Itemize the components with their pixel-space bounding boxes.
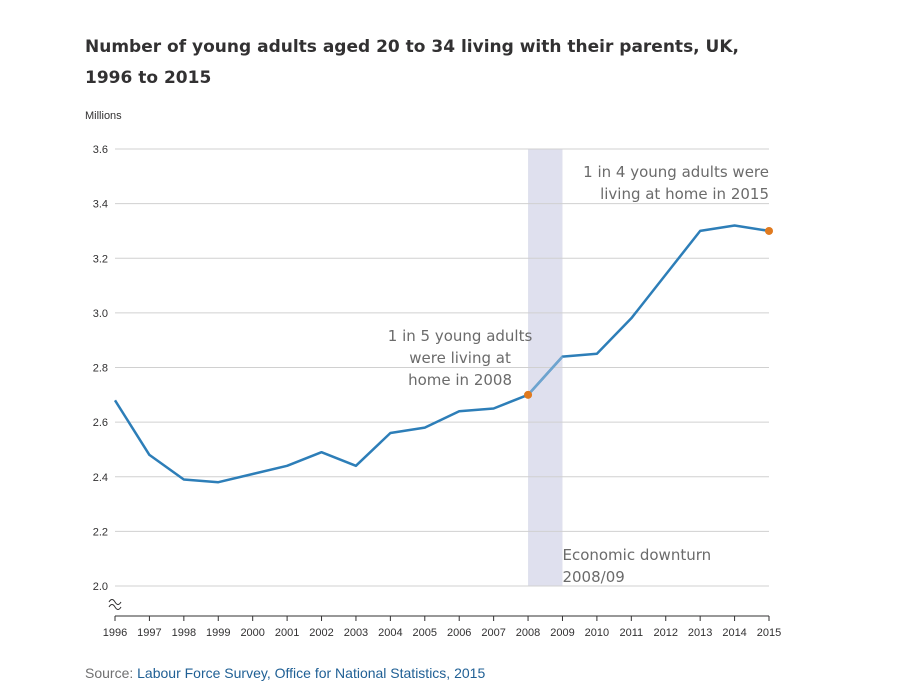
y-tick-label: 3.2 [93,253,108,265]
x-tick-label: 2007 [481,627,505,639]
x-tick-label: 2012 [653,627,677,639]
highlight-points [524,226,773,399]
x-axis-ticks: 1996 1997 1998 1999 2000 2001 2002 2003 2004 2005… [103,616,781,639]
series-lines [113,224,770,484]
y-tick-label: 2.2 [93,526,108,538]
x-tick-label: 2005 [413,627,437,639]
x-tick-label: 2004 [378,627,402,639]
x-tick-label: 2002 [309,627,333,639]
series-line [113,224,770,484]
y-tick-label: 2.8 [93,363,108,375]
y-axis-ticks: 2.0 2.2 2.4 2.6 2.8 3.0 3.2 3.4 3.6 [93,144,122,610]
annotation-2008-line: 1 in 5 young adults [388,327,533,345]
chart-title: Number of young adults aged 20 to 34 liv… [85,37,739,88]
x-tick-label: 1999 [206,627,230,639]
y-tick-label: 3.6 [93,144,108,156]
x-tick-label: 2000 [240,627,264,639]
annotation-2008-line: were living at [409,349,511,367]
highlight-point [524,390,533,399]
y-tick-label: 2.4 [93,472,108,484]
x-tick-label: 2006 [447,627,471,639]
x-tick-label: 1996 [103,627,127,639]
axis-break-icon [108,599,122,610]
x-tick-label: 2001 [275,627,299,639]
y-tick-label: 2.0 [93,581,108,593]
y-tick-label: 2.6 [93,417,108,429]
highlight-point [765,226,773,235]
gridlines [115,148,769,587]
x-tick-label: 2003 [344,627,368,639]
source-note: Source: Labour Force Survey, Office for … [85,665,485,681]
y-axis-unit-label: Millions [85,110,122,122]
source-prefix: Source: [85,665,138,681]
x-tick-label: 2008 [516,627,540,639]
x-tick-label: 2015 [757,627,781,639]
x-tick-label: 2009 [550,627,574,639]
x-tick-label: 2011 [619,627,643,639]
x-tick-label: 2013 [688,627,712,639]
source-link[interactable]: Labour Force Survey, Office for National… [137,665,486,681]
y-tick-label: 3.4 [93,199,108,211]
series-line-downturn-segment [527,355,564,396]
x-tick-label: 1997 [137,627,161,639]
x-tick-label: 1998 [172,627,196,639]
annotation-2008-line: home in 2008 [408,371,512,389]
downturn-label-line: 2008/09 [562,568,624,586]
x-tick-label: 2014 [722,627,746,639]
downturn-label-line: Economic downturn [562,546,711,564]
annotation-2015-line: living at home in 2015 [600,185,769,203]
y-tick-label: 3.0 [93,308,108,320]
annotation-2015-line: 1 in 4 young adults were [583,163,769,181]
line-chart: 2.0 2.2 2.4 2.6 2.8 3.0 3.2 3.4 3.6 1996 1997 1998… [93,144,782,639]
annotations: 1 in 5 young adults were living at home in… [388,163,769,586]
x-tick-label: 2010 [585,627,609,639]
